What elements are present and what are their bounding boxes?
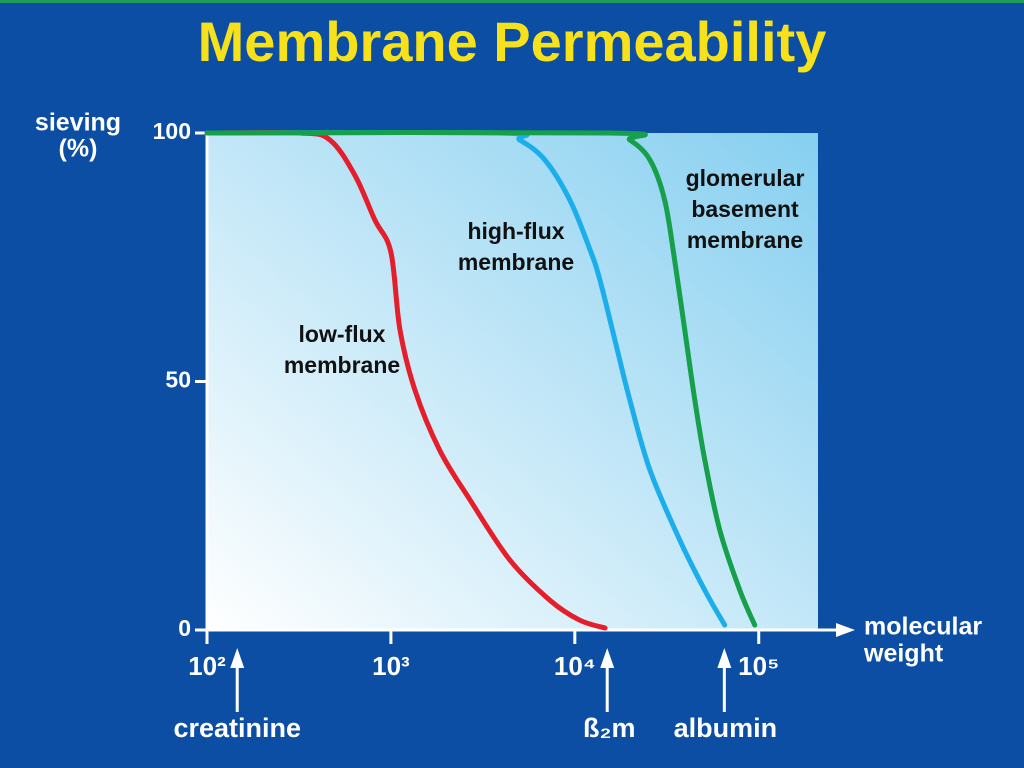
- series-label: membrane: [687, 227, 803, 253]
- series-line: [204, 129, 758, 628]
- x-tick-label: 10⁴: [554, 651, 596, 681]
- x-tick-label: 10⁵: [738, 651, 779, 681]
- plot-area: [207, 133, 818, 630]
- marker-arrow-head: [600, 648, 615, 668]
- series-label: membrane: [284, 352, 400, 378]
- x-axis-label: molecular: [864, 613, 982, 641]
- series-label: membrane: [458, 249, 574, 275]
- y-axis-label: (%): [59, 135, 98, 163]
- y-axis-label: sieving: [35, 109, 121, 137]
- marker-label: creatinine: [173, 713, 301, 743]
- series-label: low-flux: [299, 321, 386, 347]
- marker-arrow-head: [230, 648, 245, 668]
- x-tick-label: 10³: [372, 651, 410, 681]
- series-label: glomerular: [686, 165, 805, 191]
- marker-arrow-head: [717, 648, 732, 668]
- marker-label: ß₂m: [583, 713, 636, 743]
- marker-label: albumin: [674, 713, 778, 743]
- x-tick-label: 10²: [188, 651, 226, 681]
- y-tick-label: 100: [153, 118, 191, 144]
- x-axis-arrow: [836, 623, 855, 637]
- x-axis-label: weight: [863, 640, 944, 668]
- chart-title: Membrane Permeability: [198, 10, 827, 73]
- y-tick-label: 0: [178, 615, 191, 641]
- series-line: [204, 129, 608, 631]
- y-tick-label: 50: [165, 367, 191, 393]
- series-label: basement: [691, 196, 799, 222]
- top-rule: [0, 0, 1024, 3]
- series-label: high-flux: [467, 218, 564, 244]
